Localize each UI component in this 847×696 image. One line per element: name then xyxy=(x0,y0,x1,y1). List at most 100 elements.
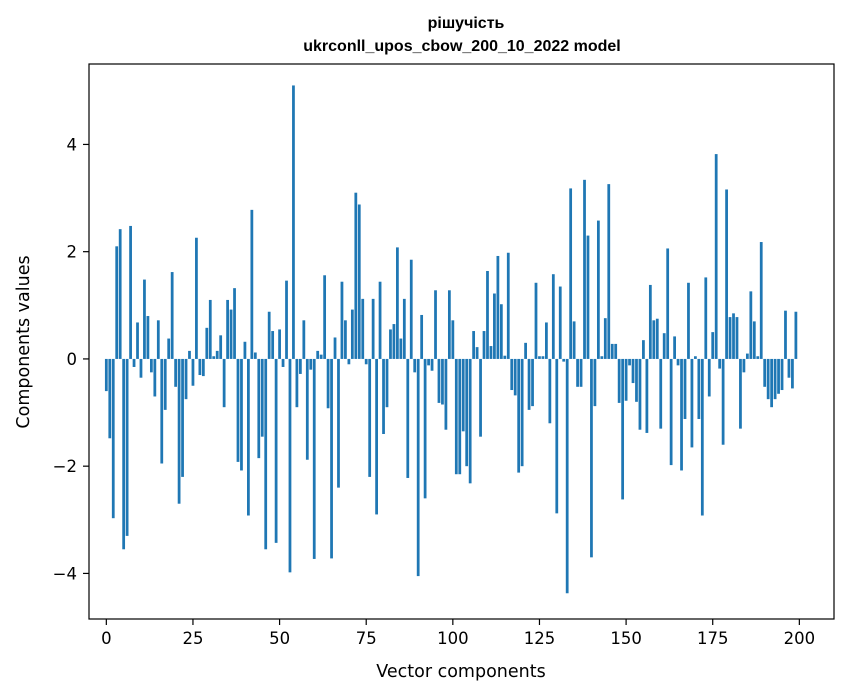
bar xyxy=(565,358,569,594)
bar xyxy=(274,358,278,543)
x-tick-label: 175 xyxy=(697,629,729,648)
bar xyxy=(576,358,579,387)
bar xyxy=(267,311,271,359)
bar xyxy=(177,358,181,504)
bar xyxy=(520,358,524,467)
bar xyxy=(427,358,430,366)
bar xyxy=(212,356,216,359)
bar xyxy=(385,358,389,408)
bar xyxy=(350,309,354,359)
bar xyxy=(655,318,659,359)
bar xyxy=(787,358,791,378)
bar xyxy=(340,281,344,359)
bar xyxy=(406,358,410,478)
bar xyxy=(271,331,275,359)
bar xyxy=(368,358,372,477)
bar xyxy=(680,358,683,471)
bar xyxy=(288,358,292,573)
bar xyxy=(548,358,552,424)
bar xyxy=(205,327,209,359)
x-tick-label: 50 xyxy=(269,629,290,648)
bar xyxy=(132,358,136,367)
y-tick-label: 2 xyxy=(67,243,78,262)
bar xyxy=(534,282,538,359)
bar xyxy=(704,277,708,359)
bar xyxy=(690,358,694,448)
bar xyxy=(586,235,590,359)
bar xyxy=(742,358,746,373)
bar xyxy=(662,333,666,359)
bar xyxy=(721,358,725,445)
bar xyxy=(583,179,586,359)
bar xyxy=(773,358,777,400)
bar xyxy=(645,358,649,433)
bar xyxy=(513,358,517,396)
bar xyxy=(399,338,403,359)
bar xyxy=(316,350,320,359)
bar xyxy=(319,354,323,359)
x-tick-label: 150 xyxy=(610,629,642,648)
bar xyxy=(326,358,330,409)
bar xyxy=(146,316,150,359)
bar xyxy=(666,248,670,359)
y-axis-label: Components values xyxy=(14,255,34,428)
bar xyxy=(475,347,479,359)
bar xyxy=(766,358,770,400)
bar xyxy=(115,246,119,359)
bar xyxy=(538,356,541,359)
bar xyxy=(752,321,756,359)
bar xyxy=(628,358,631,366)
bar xyxy=(354,192,358,359)
bar xyxy=(728,317,732,359)
bar xyxy=(465,358,469,467)
bar xyxy=(181,358,184,477)
bar xyxy=(652,320,656,359)
bar xyxy=(444,358,448,430)
bar xyxy=(648,284,652,359)
bar xyxy=(243,341,247,359)
x-tick-label: 0 xyxy=(101,629,112,648)
bar xyxy=(191,358,195,386)
bar xyxy=(240,358,243,471)
bar xyxy=(233,288,236,359)
x-tick-label: 125 xyxy=(524,629,556,648)
bar xyxy=(184,358,188,400)
bar xyxy=(160,358,164,464)
bar xyxy=(579,358,583,387)
bar xyxy=(527,358,531,410)
bar xyxy=(389,329,392,359)
bar xyxy=(555,358,559,514)
bar xyxy=(163,358,167,410)
bar xyxy=(198,358,202,376)
bar xyxy=(569,188,573,359)
bar xyxy=(700,358,704,516)
bar xyxy=(562,358,566,362)
bar xyxy=(624,358,628,401)
bar xyxy=(170,272,174,359)
bar xyxy=(222,358,226,408)
bar xyxy=(264,358,268,550)
bar xyxy=(603,318,607,359)
chart-title: рішучість xyxy=(428,15,505,32)
bar xyxy=(607,184,611,359)
bar xyxy=(423,358,427,499)
bar xyxy=(188,350,191,359)
bar xyxy=(545,322,548,359)
bar xyxy=(337,358,340,488)
bar xyxy=(673,336,676,359)
bar xyxy=(226,299,229,359)
bar xyxy=(486,270,489,359)
bar xyxy=(669,358,673,466)
bar xyxy=(302,320,306,359)
bar xyxy=(125,358,129,536)
bar xyxy=(493,293,496,359)
bar xyxy=(143,279,146,359)
bar xyxy=(479,358,482,437)
bar xyxy=(711,332,715,359)
bar xyxy=(506,252,510,359)
bar xyxy=(250,209,254,359)
bar xyxy=(614,343,618,359)
bar xyxy=(434,290,437,359)
